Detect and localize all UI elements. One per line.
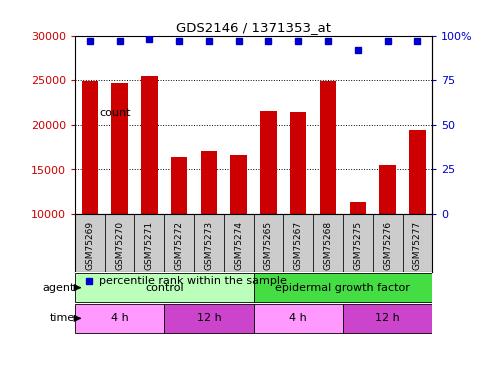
Text: GSM75270: GSM75270 [115, 221, 124, 270]
Text: GSM75274: GSM75274 [234, 221, 243, 270]
Text: time: time [50, 314, 75, 323]
Bar [134, 214, 164, 272]
Bar [194, 214, 224, 272]
Text: control: control [145, 283, 184, 292]
Bar [343, 304, 432, 333]
Text: GSM75277: GSM75277 [413, 221, 422, 270]
Bar [201, 151, 217, 214]
Text: GSM75267: GSM75267 [294, 221, 303, 270]
Bar [75, 304, 164, 333]
Bar [373, 214, 402, 272]
Text: 4 h: 4 h [289, 314, 307, 323]
Bar [82, 81, 98, 214]
Bar [112, 83, 128, 214]
Title: GDS2146 / 1371353_at: GDS2146 / 1371353_at [176, 21, 331, 34]
Text: GSM75268: GSM75268 [324, 221, 332, 270]
Text: epidermal growth factor: epidermal growth factor [275, 283, 411, 292]
Bar [141, 76, 157, 214]
Bar [350, 202, 366, 214]
Bar [284, 214, 313, 272]
Bar [290, 112, 306, 214]
Bar [260, 111, 277, 214]
Text: percentile rank within the sample: percentile rank within the sample [99, 276, 287, 286]
Bar [313, 214, 343, 272]
Bar [254, 214, 284, 272]
Bar [320, 81, 336, 214]
Bar [75, 214, 105, 272]
Text: 12 h: 12 h [197, 314, 221, 323]
Text: agent: agent [43, 283, 75, 292]
Text: GSM75276: GSM75276 [383, 221, 392, 270]
Text: GSM75269: GSM75269 [85, 221, 94, 270]
Bar [230, 155, 247, 214]
Bar [164, 214, 194, 272]
Bar [171, 157, 187, 214]
Bar [105, 214, 134, 272]
Text: GSM75275: GSM75275 [354, 221, 362, 270]
Text: count: count [99, 108, 130, 117]
Text: GSM75265: GSM75265 [264, 221, 273, 270]
Bar [380, 165, 396, 214]
Text: GSM75272: GSM75272 [175, 221, 184, 270]
Bar [224, 214, 254, 272]
Bar [409, 130, 426, 214]
Text: GSM75271: GSM75271 [145, 221, 154, 270]
Bar [343, 214, 373, 272]
Text: 4 h: 4 h [111, 314, 128, 323]
Bar [402, 214, 432, 272]
Text: 12 h: 12 h [375, 314, 400, 323]
Text: GSM75273: GSM75273 [204, 221, 213, 270]
Bar [164, 304, 254, 333]
Bar [254, 273, 432, 302]
Bar [75, 273, 254, 302]
Bar [254, 304, 343, 333]
